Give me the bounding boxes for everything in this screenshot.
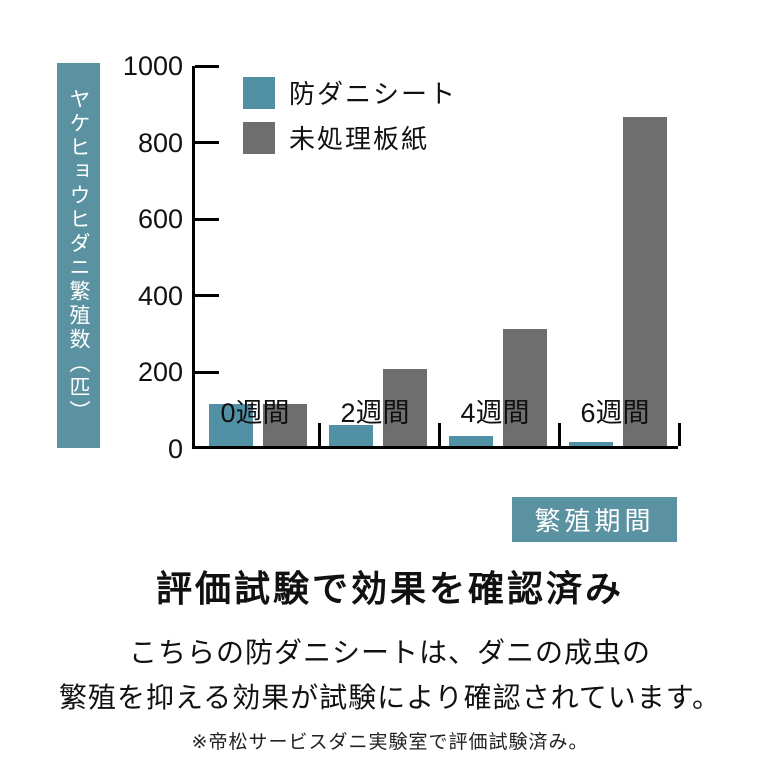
x-axis-separator-tick: [318, 423, 321, 446]
y-tick-label-600: 600: [137, 204, 183, 235]
bar-未処理板紙-2週間: [383, 369, 427, 446]
section-body-line1: こちらの防ダニシートは、ダニの成虫の: [128, 637, 651, 668]
y-tick-label-0: 0: [167, 434, 183, 464]
legend-row-未処理板紙: 未処理板紙: [243, 119, 457, 156]
x-axis-separator-tick: [438, 423, 441, 446]
legend-swatch-icon: [243, 121, 275, 154]
x-tick-label-4週間: 4週間: [460, 398, 530, 428]
y-tick-label-200: 200: [137, 357, 183, 388]
bar-chart-plot-area: 防ダニシート 未処理板紙: [192, 64, 681, 449]
y-tick-mark-400: [195, 294, 219, 298]
bar-防ダニシート-0週間: [209, 404, 253, 446]
y-tick-mark-800: [195, 141, 219, 145]
bar-未処理板紙-4週間: [503, 329, 547, 446]
x-tick-label-0週間: 0週間: [220, 398, 290, 428]
y-tick-label-400: 400: [137, 280, 183, 311]
y-tick-mark-1000: [195, 64, 219, 68]
legend-label: 未処理板紙: [289, 124, 430, 154]
legend-swatch-icon: [243, 76, 275, 109]
y-axis-label: ヤケヒョウヒダニ繁殖数（匹）: [67, 87, 90, 424]
bar-未処理板紙-6週間: [623, 117, 667, 446]
section-body: こちらの防ダニシートは、ダニの成虫の 繁殖を抑える効果が試験により確認されていま…: [0, 630, 780, 720]
bar-未処理板紙-0週間: [263, 404, 307, 446]
bar-防ダニシート-6週間: [569, 442, 613, 446]
x-tick-label-6週間: 6週間: [580, 398, 650, 428]
y-axis-label-box: ヤケヒョウヒダニ繁殖数（匹）: [57, 63, 100, 448]
x-axis-separator-tick: [558, 423, 561, 446]
legend-label: 防ダニシート: [289, 79, 458, 109]
section-footnote: ※帝松サービスダニ実験室で評価試験済み。: [191, 732, 589, 753]
section-title: 評価試験で効果を確認済み: [155, 568, 624, 609]
y-tick-mark-200: [195, 370, 219, 374]
y-tick-mark-600: [195, 217, 219, 221]
legend-row-防ダニシート: 防ダニシート: [243, 74, 457, 111]
chart-legend: 防ダニシート 未処理板紙: [243, 74, 457, 156]
y-tick-label-1000: 1000: [122, 51, 183, 81]
bar-防ダニシート-4週間: [449, 436, 493, 446]
y-tick-label-800: 800: [137, 127, 183, 158]
x-axis-badge: 繁殖期間: [512, 497, 677, 542]
bar-防ダニシート-2週間: [329, 425, 373, 446]
x-axis-separator-tick: [678, 423, 681, 446]
x-tick-label-2週間: 2週間: [340, 398, 410, 428]
section-body-line2: 繁殖を抑える効果が試験により確認されています。: [59, 682, 721, 713]
